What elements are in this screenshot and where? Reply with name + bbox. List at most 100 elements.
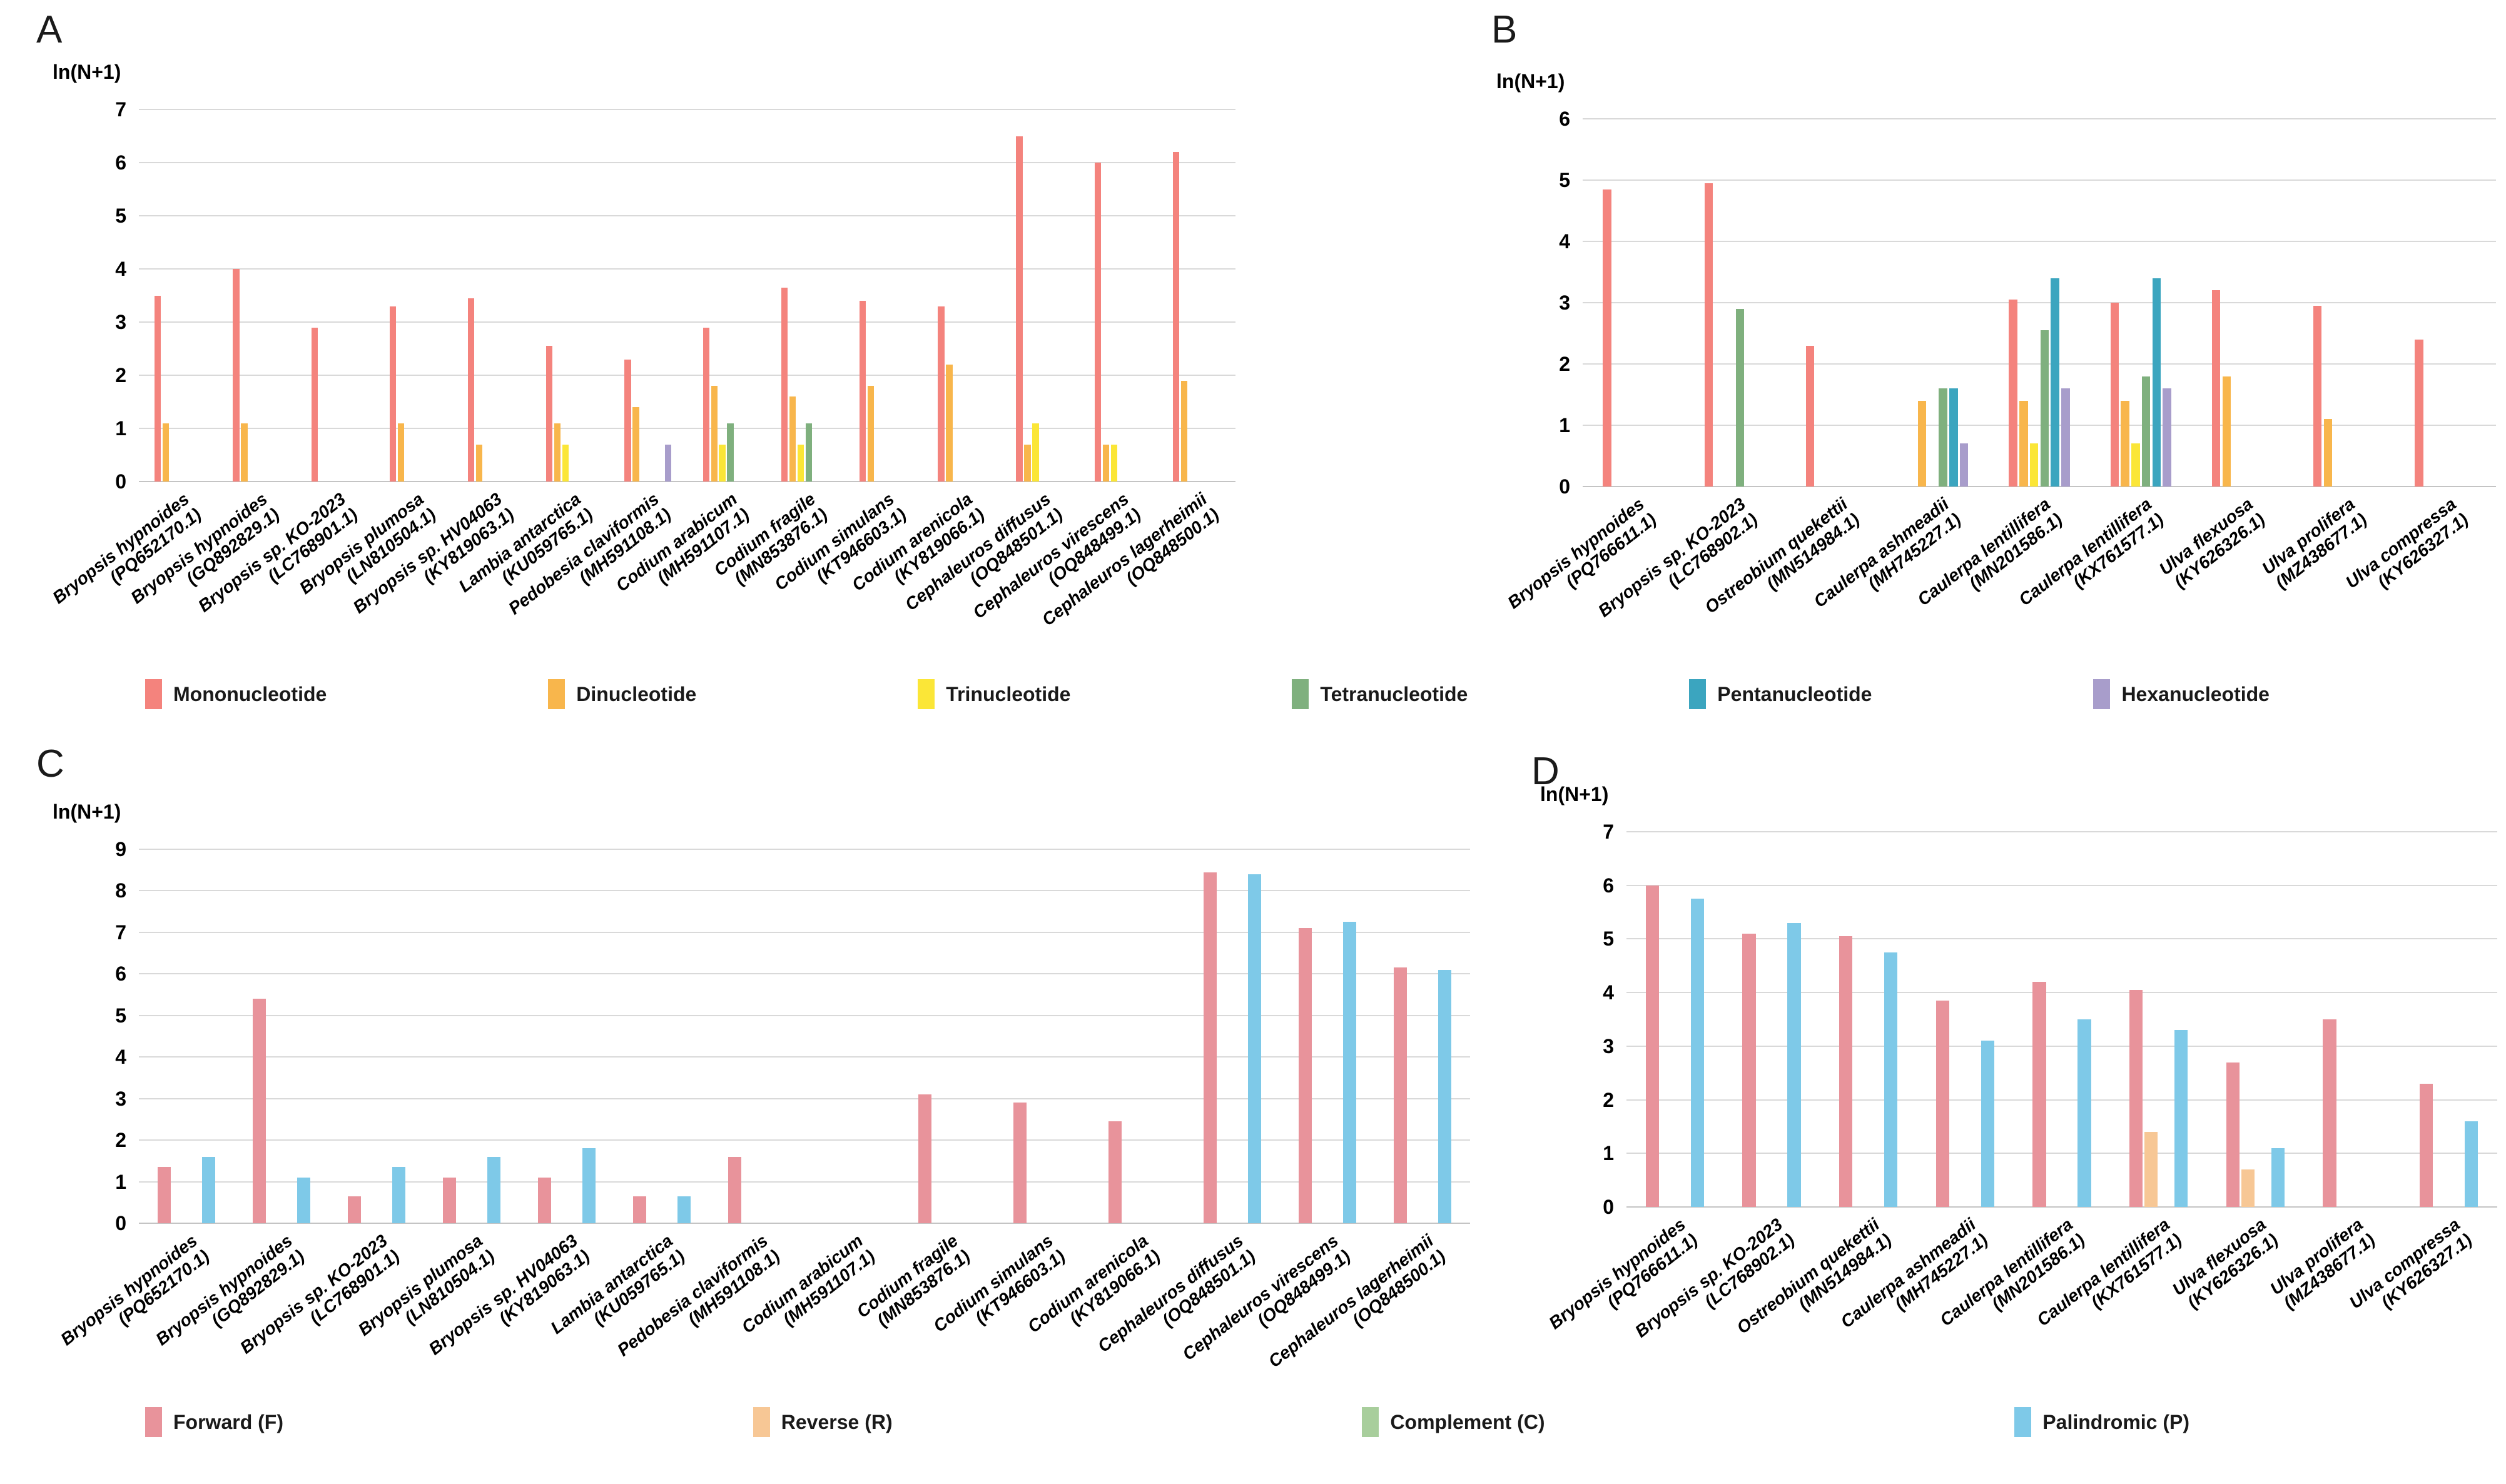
gridline [139,215,1235,216]
x-category-label-text: Codium fragile (MN853876.1) [711,489,831,595]
x-category-label-text: Cephaleuros lagerheimii (OQ848500.1) [1038,489,1222,645]
bar-forward-f [2323,1019,2336,1207]
accession-number: (MN853876.1) [731,504,831,589]
bar-hexanucleotide [1959,443,1969,487]
bar-dinucleotide [1024,444,1031,482]
bar-dinucleotide [2121,400,2129,487]
accession-number: (OQ848501.1) [965,504,1067,589]
legend-label: Palindromic (P) [2042,1410,2189,1433]
bar-dinucleotide [241,423,248,482]
accession-number: (LN810504.1) [342,504,440,587]
accession-number: (MZ438677.1) [2271,509,2370,593]
y-tick-label: 4 [1559,230,1570,253]
accession-number: (KY819066.1) [1065,1246,1164,1329]
y-tick-label: 5 [115,1004,126,1027]
species-name: Lambia antarctica [547,1231,677,1338]
accession-number: (KX761577.1) [2087,1229,2185,1313]
gridline [139,321,1235,323]
bar-forward-f [2129,989,2143,1207]
species-name: Bryopsis sp. KO-2023 [1631,1214,1787,1341]
y-tick-label: 6 [115,962,126,986]
legend-label: Hexanucleotide [2121,682,2270,705]
bar-forward-f [633,1196,647,1223]
gridline [139,109,1235,110]
accession-number: (MZ438677.1) [2280,1229,2379,1313]
legend-item: Tetranucleotide [1292,679,1468,709]
gridline [139,481,1235,482]
legend-swatch [145,1407,162,1437]
bar-mononucleotide [624,359,631,482]
gridline [139,162,1235,163]
accession-number: (PQ766611.1) [1603,1229,1702,1312]
bar-dinucleotide [554,423,561,482]
x-category-label-text: Bryopsis hypnoides (GQ892829.1) [152,1231,308,1365]
gridline [139,1056,1470,1058]
legend-label: Dinucleotide [576,682,697,705]
species-name: Codium arenicola [1023,1231,1152,1337]
species-name: Ulva flexuosa [2156,494,2257,579]
bar-tetranucleotide [1736,308,1745,487]
gridline [1626,1206,2497,1208]
bar-dinucleotide [163,423,170,482]
gridline [1626,831,2497,832]
bar-pentanucleotide [2051,278,2059,487]
legend-label: Reverse (R) [781,1410,893,1433]
species-name: Ulva prolifera [2266,1214,2367,1299]
y-tick-label: 3 [1559,291,1570,314]
panel-letter: C [36,742,65,785]
species-name: Ulva flexuosa [2169,1214,2270,1300]
y-tick-label: 2 [115,364,126,386]
y-tick-label: 2 [115,1129,126,1152]
bar-trinucleotide [562,444,569,482]
bar-palindromic-p [392,1167,405,1223]
accession-number: (MN201586.1) [1988,1229,2089,1315]
legend-label: Complement (C) [1390,1410,1545,1433]
bar-mononucleotide [1094,163,1101,482]
accession-number: (KY819063.1) [495,1246,594,1329]
bar-mononucleotide [311,327,318,482]
legend-swatch [2014,1407,2032,1437]
x-category-label-text: Ulva prolifera (MZ438677.1) [2266,1214,2378,1314]
species-name: Cephaleuros diffusus [1093,1231,1247,1356]
bar-mononucleotide [2313,305,2322,487]
y-tick-label: 0 [1559,475,1570,498]
bar-forward-f [158,1167,171,1223]
bar-forward-f [2419,1083,2433,1207]
accession-number: (KX761577.1) [2069,509,2168,592]
bar-dinucleotide [1102,444,1109,482]
bar-forward-f [2226,1062,2240,1207]
y-tick-label: 7 [115,921,126,944]
gridline [139,428,1235,429]
x-category-label-text: Cephaleuros diffusus (OQ848501.1) [901,489,1066,630]
bar-dinucleotide [711,386,718,482]
y-tick-label: 0 [115,1212,126,1234]
bar-mononucleotide [1172,152,1180,482]
legend-item: Reverse (R) [753,1407,893,1437]
accession-number: (KY626326.1) [2171,509,2269,592]
x-category-label-text: Bryopsis sp. KO-2023 (LC768901.1) [195,489,361,631]
accession-number: (PQ766611.1) [1562,509,1660,592]
bar-forward-f [1394,967,1408,1223]
gridline [1583,179,2496,181]
x-category-label-text: Caulerpa lentillifera (MN201586.1) [1936,1214,2088,1345]
accession-number: (LN810504.1) [400,1246,499,1328]
accession-number: (PQ652170.1) [106,504,205,588]
x-category-label-text: Lambia antarctica (KU059765.1) [455,489,596,611]
species-name: Caulerpa lentillifera [1936,1214,2077,1330]
bar-trinucleotide [719,444,726,482]
species-name: Bryopsis sp. HV04063 [425,1231,582,1359]
accession-number: (MN201586.1) [1966,509,2066,594]
x-category-label-text: Bryopsis hypnoides (PQ652170.1) [57,1231,213,1365]
x-category-label-text: Cephaleuros virescens (OQ848499.1) [970,489,1145,638]
y-tick-label: 1 [115,417,126,440]
gridline [1583,302,2496,303]
legend-label: Forward (F) [173,1410,283,1433]
legend-nucleotide-types: Mononucleotide Dinucleotide Trinucleotide T… [145,677,2270,712]
bar-dinucleotide [397,423,404,482]
legend-swatch [918,679,935,709]
species-name: Bryopsis hypnoides [48,489,193,608]
y-tick-label: 8 [115,879,126,902]
bar-forward-f [348,1196,362,1223]
species-name: Pedobesia claviformis [613,1231,772,1360]
